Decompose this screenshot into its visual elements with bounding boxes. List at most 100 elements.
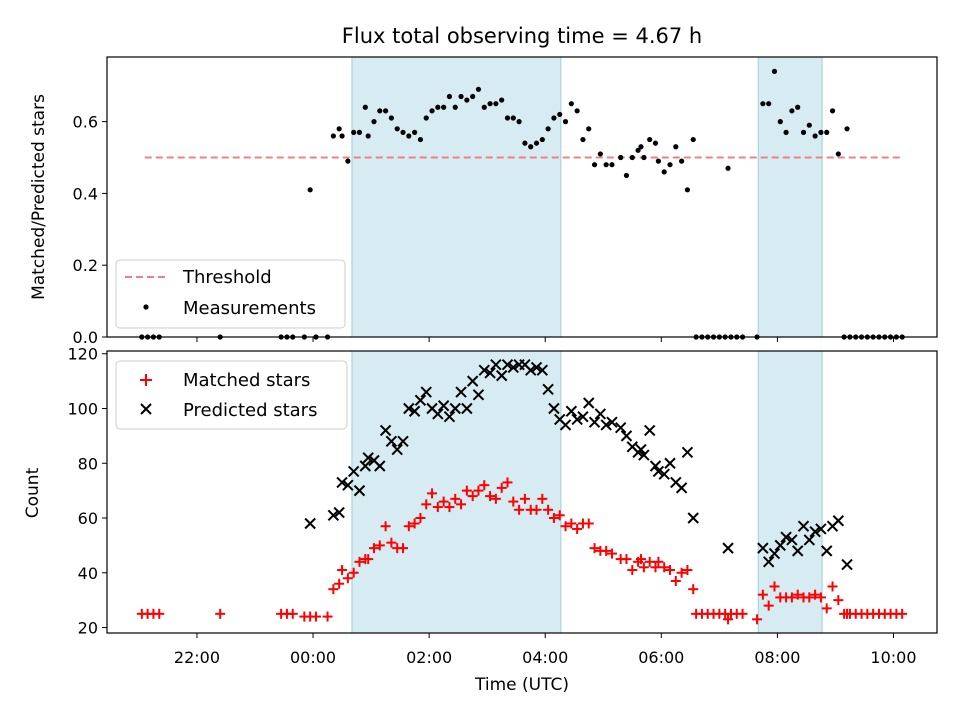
measurement-point [586, 126, 592, 132]
measurement-point [597, 151, 603, 157]
predicted-star-point [449, 402, 461, 415]
measurement-point [800, 129, 807, 135]
matched-star-point [380, 521, 391, 532]
predicted-star-point [658, 468, 670, 480]
bottom-legend: Matched stars Predicted stars [115, 360, 348, 430]
measurement-point [562, 119, 569, 125]
matched-star-point [827, 581, 838, 592]
measurement-point [545, 126, 551, 132]
matched-star-point [514, 504, 525, 515]
measurement-point [362, 104, 368, 110]
predicted-star-point [455, 386, 467, 398]
matched-star-point [589, 543, 600, 554]
matched-star-point [154, 608, 165, 619]
predicted-star-point [437, 400, 450, 412]
predicted-star-point [774, 539, 786, 552]
matched-star-point [543, 504, 554, 515]
threshold-legend-label: Threshold [182, 267, 272, 288]
observing-window-band [351, 56, 562, 338]
measurement-point [603, 162, 609, 168]
measurement-point [679, 158, 685, 164]
predicted-star-point [565, 405, 578, 417]
measurement-point [493, 101, 499, 107]
matched-star-point [215, 608, 226, 619]
predicted-star-point [466, 375, 479, 387]
y-tick-label: 100 [67, 399, 98, 418]
measurement-point [504, 115, 511, 121]
predicted-star-point [786, 534, 798, 546]
predicted-star-point [681, 446, 694, 459]
top-y-ticks: 0.0 0.2 0.4 0.6 [73, 113, 107, 347]
measurement-point [470, 93, 476, 100]
matched-star-point [560, 521, 571, 532]
measurement-point [345, 158, 351, 164]
predicted-star-point [583, 397, 595, 409]
y-tick-label: 0.4 [73, 184, 98, 203]
measurements-legend-label: Measurements [183, 298, 316, 319]
predicted-star-point [478, 364, 490, 376]
predicted-star-point [536, 364, 549, 376]
observing-window-band [757, 56, 823, 338]
matched-star-point [792, 589, 803, 600]
matched-star-point [638, 562, 649, 573]
matched-star-point [342, 573, 353, 584]
matched-star-point [688, 584, 699, 595]
measurement-point [574, 108, 580, 114]
measurement-point [661, 169, 667, 175]
measurement-point [829, 108, 836, 114]
predicted-star-point [333, 506, 345, 519]
top-legend: Threshold Measurements [115, 259, 346, 329]
matched-star-point [348, 567, 359, 578]
measurement-point [499, 97, 505, 103]
count-points [136, 358, 908, 625]
matched-star-point [531, 504, 542, 515]
top-x-ticks [196, 337, 894, 342]
measurement-point [580, 136, 586, 143]
measurement-point [629, 154, 635, 161]
predicted-star-point [379, 424, 392, 437]
matched-star-point [810, 589, 821, 600]
predicted-star-point [675, 482, 688, 494]
matched-star-point [305, 611, 316, 622]
predicted-star-point [353, 484, 366, 497]
observing-window-band [757, 350, 823, 634]
predicted-star-point [643, 424, 656, 437]
measurement-point [690, 136, 696, 143]
matched-star-point [769, 581, 780, 592]
measurement-point [371, 119, 377, 125]
x-tick-label: 00:00 [290, 648, 336, 667]
predicted-star-point [821, 545, 833, 557]
predicted-star-point [722, 542, 734, 554]
predicted-star-point [571, 413, 583, 426]
y-tick-label: 20 [78, 619, 98, 638]
measurement-point [557, 111, 563, 118]
predicted-star-point [304, 517, 316, 530]
measurement-point [789, 108, 795, 114]
matched-star-point [804, 592, 815, 603]
matched-star-point [502, 477, 513, 488]
predicted-star-point [620, 430, 633, 442]
measurement-point [835, 151, 841, 157]
measurement-point [635, 147, 641, 153]
measurement-point [429, 108, 435, 114]
measurement-point [356, 129, 363, 135]
matched-star-point [621, 554, 632, 565]
predicted-star-point [495, 369, 508, 382]
measurement-point [623, 172, 630, 179]
matched-star-point [450, 493, 461, 504]
top-legend-box [115, 259, 346, 329]
measurement-point [435, 104, 441, 110]
matched-star-point [438, 496, 449, 507]
matched-star-point [566, 518, 577, 529]
measurement-point [673, 144, 679, 150]
matched-star-point [432, 502, 443, 513]
predicted-star-point [403, 402, 415, 415]
matched-star-point [287, 608, 298, 619]
matched-star-point [322, 611, 333, 622]
measurement-point [351, 129, 357, 135]
predicted-star-point [600, 419, 612, 431]
measurement-point [539, 136, 545, 143]
predicted-star-point [757, 542, 769, 554]
measurement-point [400, 129, 406, 135]
predicted-star-point [342, 479, 354, 491]
